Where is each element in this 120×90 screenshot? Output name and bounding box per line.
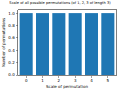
svg-text:0.6: 0.6 [8, 35, 15, 40]
svg-text:Scale of permutation: Scale of permutation [46, 84, 88, 89]
svg-text:0.8: 0.8 [8, 23, 15, 28]
svg-text:3: 3 [74, 78, 77, 83]
svg-text:1: 1 [41, 78, 44, 83]
svg-text:0: 0 [25, 78, 28, 83]
svg-text:0.4: 0.4 [8, 48, 15, 53]
svg-text:1.0: 1.0 [8, 11, 15, 16]
svg-text:0.0: 0.0 [8, 72, 15, 77]
svg-text:2: 2 [58, 78, 61, 83]
svg-text:Scale of all possible permutat: Scale of all possible permutations (of 1… [9, 1, 111, 5]
svg-text:5: 5 [107, 78, 110, 83]
svg-text:4: 4 [90, 78, 93, 83]
svg-text:Number of permutations: Number of permutations [1, 18, 6, 67]
svg-text:0.2: 0.2 [8, 60, 15, 65]
